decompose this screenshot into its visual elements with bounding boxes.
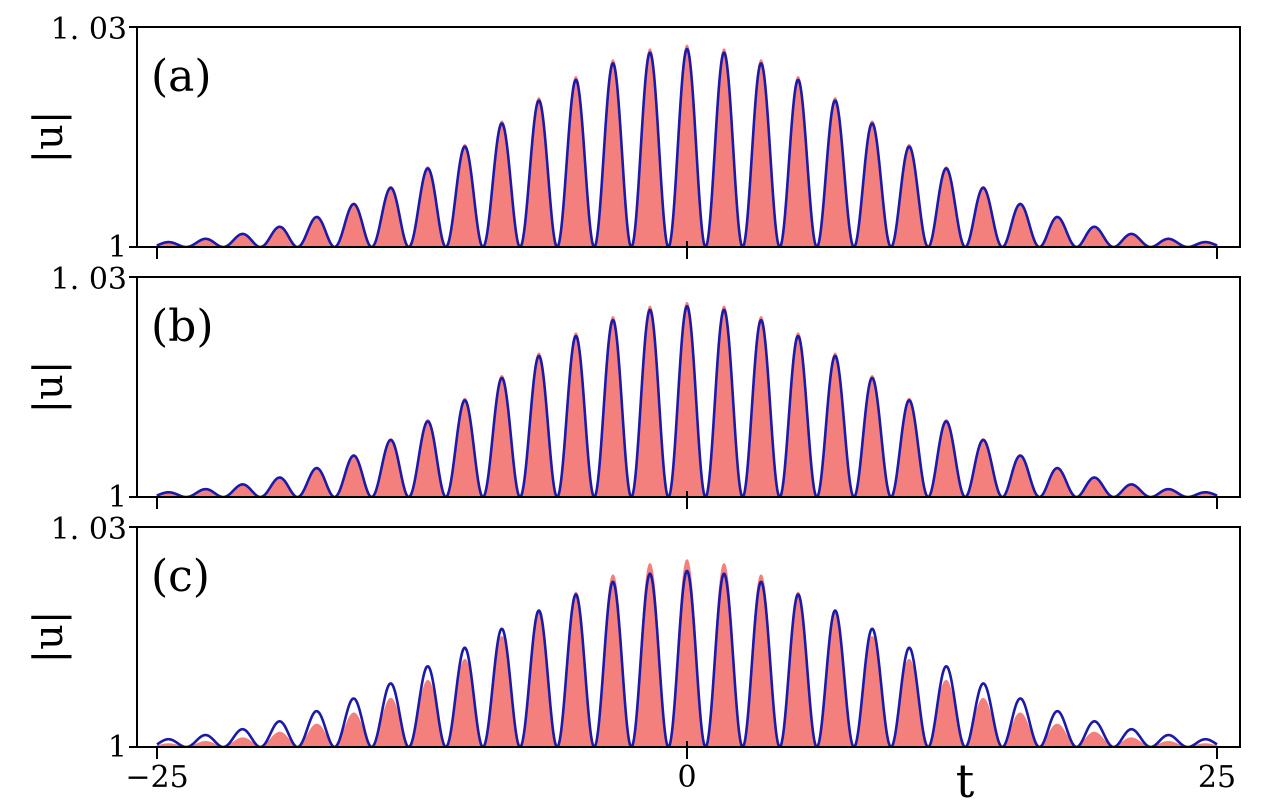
x-tick-label-0: −25: [125, 760, 188, 795]
y-axis-label: |u|: [26, 611, 72, 664]
chart-panel-a: 1. 03 1 (a) |u|: [26, 12, 1241, 265]
y-tick-label-top: 1. 03: [51, 262, 127, 297]
y-axis-label: |u|: [26, 111, 72, 164]
y-tick-label-bottom: 1: [108, 230, 127, 265]
y-tick-label-bottom: 1: [108, 730, 127, 765]
chart-panel-c: 1. 03 1 (c) |u| −25 0 25 t: [26, 512, 1241, 803]
axes-frame: [136, 276, 1241, 498]
plot-area: [156, 559, 1218, 747]
plot-area: [156, 301, 1218, 497]
x-axis-label: t: [956, 754, 975, 803]
y-tick-label-top: 1. 03: [51, 12, 127, 47]
series-fill-0: [156, 559, 1218, 747]
panel-label: (b): [151, 301, 214, 352]
panel-label: (c): [151, 551, 210, 602]
panel-label: (a): [151, 51, 212, 102]
chart-panel-b: 1. 03 1 (b) |u|: [26, 262, 1241, 515]
axes-frame: [136, 26, 1241, 248]
plot-area: [156, 44, 1218, 247]
x-tick-label-2: 25: [1198, 760, 1236, 795]
y-axis-label: |u|: [26, 361, 72, 414]
y-tick-label-bottom: 1: [108, 480, 127, 515]
x-tick-label-1: 0: [677, 760, 696, 795]
axes-frame: [136, 526, 1241, 748]
y-tick-label-top: 1. 03: [51, 512, 127, 547]
